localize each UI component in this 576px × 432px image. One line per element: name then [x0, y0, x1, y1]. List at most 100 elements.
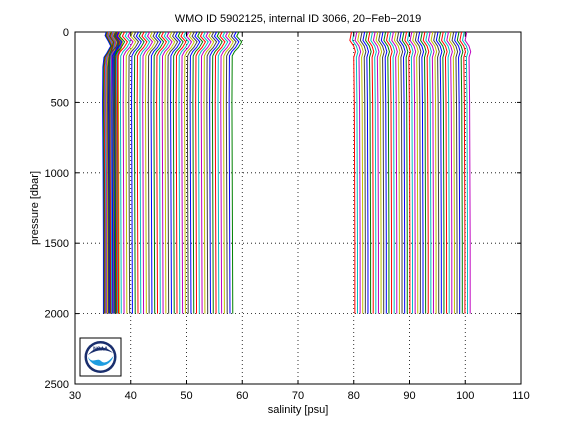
profile-line — [393, 31, 401, 314]
profile-line — [461, 31, 469, 314]
profile-line — [211, 31, 223, 314]
profile-line — [448, 31, 456, 314]
y-tick-label: 2000 — [45, 309, 69, 321]
x-tick-label: 70 — [292, 390, 304, 402]
profile-line — [103, 31, 113, 314]
profile-line — [189, 31, 201, 314]
y-tick-label: 2500 — [45, 379, 69, 391]
x-tick-label: 40 — [125, 390, 137, 402]
profile-line — [391, 31, 398, 314]
profile-line — [351, 31, 359, 314]
profile-line — [454, 31, 461, 314]
profile-line — [175, 31, 187, 314]
profile-line — [388, 31, 396, 314]
profile-line — [435, 31, 443, 314]
noaa-logo: NOAA — [79, 337, 122, 377]
profile-line — [409, 31, 417, 314]
profile-line — [184, 31, 195, 314]
profile-line — [186, 31, 198, 314]
y-tick-label: 1000 — [45, 168, 69, 180]
profile-line — [128, 31, 140, 314]
logo-wave-shape — [87, 356, 114, 366]
profile-line — [406, 31, 414, 314]
profile-line — [427, 31, 435, 314]
profile-line — [125, 31, 137, 314]
profile-line — [404, 31, 411, 314]
profile-line — [192, 31, 204, 314]
x-tick-label: 100 — [456, 390, 474, 402]
profile-line — [136, 31, 148, 314]
profile-line — [375, 31, 383, 314]
profile-line — [142, 31, 154, 314]
profile-line — [414, 31, 422, 314]
profile-line — [114, 31, 126, 314]
profile-line — [170, 31, 181, 314]
profile-line — [172, 31, 184, 314]
profile-line — [441, 31, 448, 314]
profile-line — [412, 31, 419, 314]
profile-line — [459, 31, 466, 314]
profile-line — [399, 31, 406, 314]
profile-line — [417, 31, 425, 314]
profile-line — [109, 31, 115, 314]
profile-line — [209, 31, 221, 314]
profile-line — [147, 31, 159, 314]
profile-line — [115, 31, 121, 314]
profile-line — [362, 31, 370, 314]
profile-line — [451, 31, 459, 314]
profile-line — [223, 31, 234, 314]
x-tick-label: 80 — [348, 390, 360, 402]
profile-line — [145, 31, 156, 314]
profile-line — [131, 31, 142, 314]
profile-line — [112, 31, 119, 314]
logo-bird-shape — [88, 347, 113, 355]
profile-line — [178, 31, 190, 314]
profile-line — [117, 31, 124, 314]
profile-line — [231, 31, 243, 314]
x-tick-label: 50 — [180, 390, 192, 402]
profile-line — [430, 31, 438, 314]
profile-line — [401, 31, 409, 314]
chart-title: WMO ID 5902125, internal ID 3066, 20−Feb… — [175, 13, 421, 25]
profile-line — [383, 31, 391, 314]
profile-line — [385, 31, 393, 314]
y-tick-label: 1500 — [45, 238, 69, 250]
x-tick-label: 110 — [512, 390, 530, 402]
profile-line — [111, 31, 123, 314]
profile-line — [153, 31, 165, 314]
x-tick-label: 30 — [69, 390, 81, 402]
profile-line — [217, 31, 229, 314]
profile-line — [446, 31, 453, 314]
profile-line — [378, 31, 385, 314]
profile-line — [161, 31, 173, 314]
profile-line — [105, 31, 115, 314]
profile-line — [464, 31, 472, 314]
profile-line — [117, 31, 129, 314]
logo-wordmark: NOAA — [93, 347, 108, 353]
profile-line — [150, 31, 162, 314]
profile-line — [425, 31, 432, 314]
profile-line — [365, 31, 372, 314]
profile-line — [359, 31, 367, 314]
profile-line — [438, 31, 446, 314]
profile-line — [164, 31, 176, 314]
profile-line — [372, 31, 380, 314]
profile-line — [102, 31, 112, 314]
profile-line — [357, 31, 364, 314]
profile-line — [122, 31, 134, 314]
profile-line — [195, 31, 207, 314]
profile-line — [349, 31, 356, 314]
profile-line — [433, 31, 440, 314]
profile-line — [220, 31, 232, 314]
profile-line — [139, 31, 151, 314]
profile-line — [156, 31, 168, 314]
profile-line — [181, 31, 193, 314]
x-tick-label: 60 — [236, 390, 248, 402]
profile-line — [396, 31, 404, 314]
profile-line — [133, 31, 145, 314]
profile-line — [110, 31, 116, 314]
tick-labels: 30 40 50 60 70 80 90 100 110 0 500 1000 1500 2000 2500 — [45, 27, 530, 402]
x-axis-label: salinity [psu] — [268, 404, 329, 416]
profile-line — [158, 31, 170, 314]
